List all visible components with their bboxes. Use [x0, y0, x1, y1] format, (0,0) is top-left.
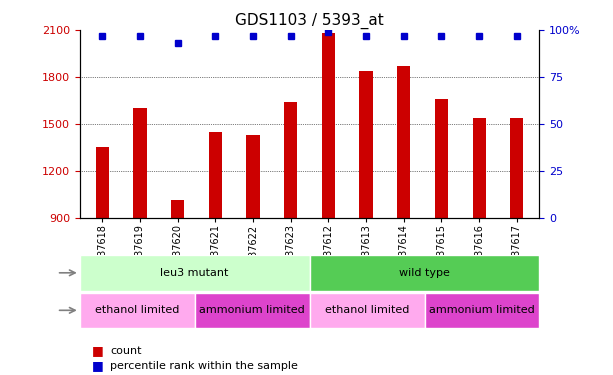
Bar — [134, 108, 147, 218]
Text: percentile rank within the sample: percentile rank within the sample — [110, 361, 298, 370]
Bar — [80, 292, 195, 328]
Bar — [310, 255, 539, 291]
Bar — [310, 292, 424, 328]
Bar — [284, 102, 297, 218]
Text: ■: ■ — [92, 359, 104, 372]
Bar — [510, 117, 524, 218]
Bar — [359, 70, 373, 217]
Bar — [435, 99, 448, 218]
Text: count: count — [110, 346, 142, 355]
Bar — [209, 132, 222, 218]
Bar — [195, 292, 310, 328]
Text: ammonium limited: ammonium limited — [199, 305, 305, 315]
Bar — [322, 33, 335, 218]
Text: wild type: wild type — [399, 268, 450, 278]
Bar — [80, 255, 310, 291]
Bar — [473, 117, 485, 218]
Bar — [424, 292, 539, 328]
Text: ethanol limited: ethanol limited — [95, 305, 180, 315]
Bar — [171, 200, 185, 217]
Bar — [96, 147, 109, 218]
Text: ammonium limited: ammonium limited — [429, 305, 535, 315]
Title: GDS1103 / 5393_at: GDS1103 / 5393_at — [235, 12, 384, 28]
Text: leu3 mutant: leu3 mutant — [161, 268, 229, 278]
Bar — [246, 135, 260, 218]
Text: ■: ■ — [92, 344, 104, 357]
Text: ethanol limited: ethanol limited — [325, 305, 409, 315]
Bar — [397, 66, 410, 218]
